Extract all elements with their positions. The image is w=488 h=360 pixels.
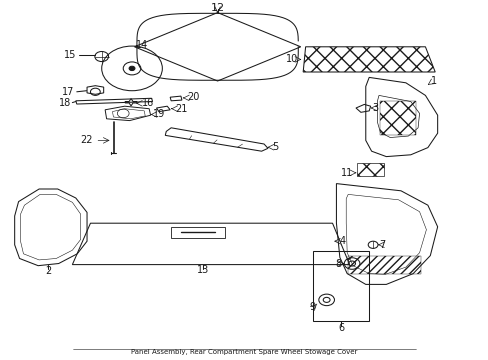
Bar — [347, 256, 420, 274]
Text: 8: 8 — [334, 258, 341, 269]
Text: 9: 9 — [308, 302, 315, 312]
Text: 18: 18 — [59, 98, 71, 108]
Text: 1: 1 — [430, 76, 437, 86]
Bar — [380, 101, 415, 135]
Text: 16: 16 — [142, 98, 154, 108]
Text: 14: 14 — [136, 40, 148, 50]
Text: 2: 2 — [45, 266, 51, 276]
Text: 17: 17 — [62, 87, 74, 97]
Text: 22: 22 — [80, 135, 93, 145]
Text: 19: 19 — [152, 109, 164, 120]
Text: Panel Assembly, Rear Compartment Spare Wheel Stowage Cover: Panel Assembly, Rear Compartment Spare W… — [131, 349, 357, 355]
Bar — [356, 163, 383, 176]
Text: 12: 12 — [210, 3, 224, 13]
Text: 13: 13 — [196, 265, 209, 275]
Text: 10: 10 — [285, 54, 298, 64]
Text: 4: 4 — [339, 236, 346, 246]
Bar — [171, 227, 224, 238]
Text: 11: 11 — [340, 168, 352, 178]
Text: 20: 20 — [186, 92, 199, 102]
Text: 21: 21 — [175, 104, 187, 114]
Circle shape — [129, 66, 135, 71]
Text: 6: 6 — [338, 323, 344, 333]
Bar — [312, 251, 368, 321]
Text: 7: 7 — [379, 240, 385, 250]
Text: 5: 5 — [271, 142, 278, 152]
Text: 3: 3 — [372, 103, 378, 113]
Text: 15: 15 — [64, 50, 77, 60]
